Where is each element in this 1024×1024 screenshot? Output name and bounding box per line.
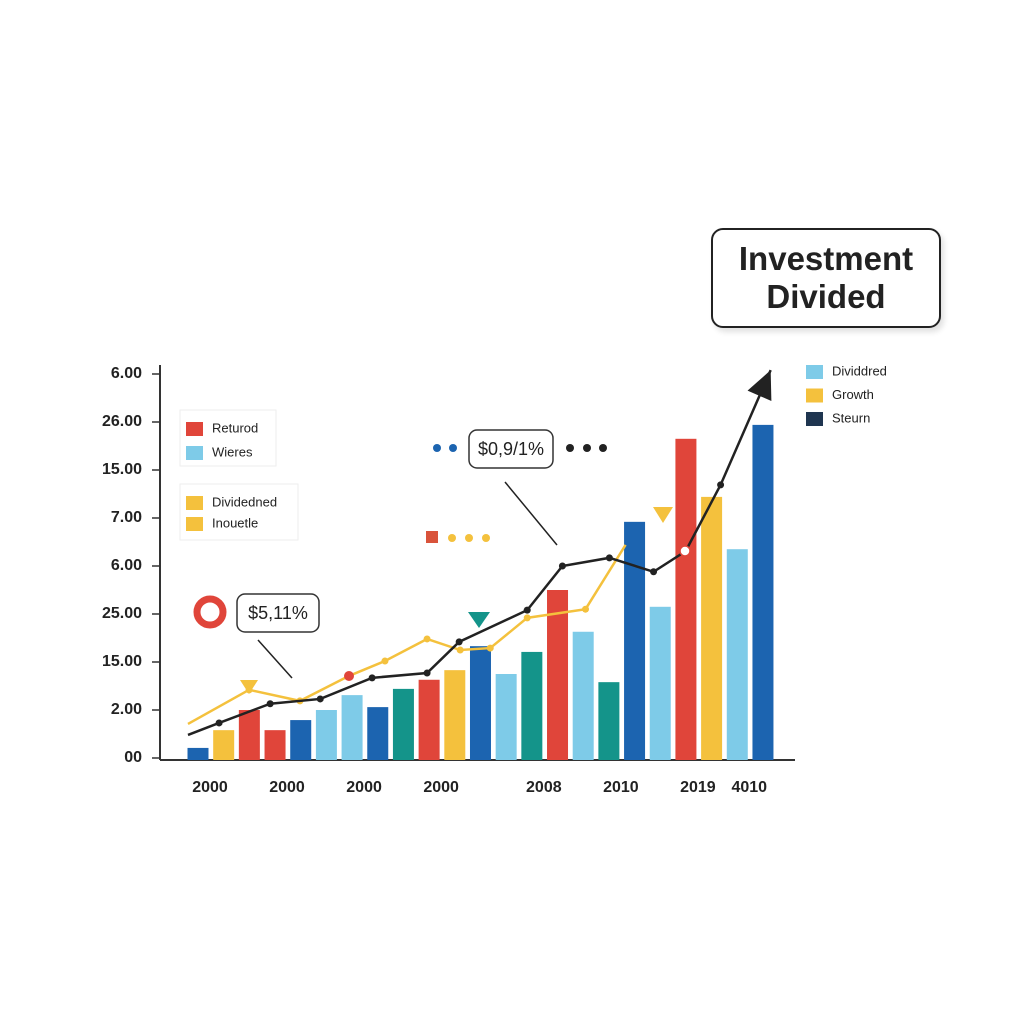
line-point bbox=[381, 657, 389, 665]
line-point bbox=[582, 605, 590, 613]
line-point bbox=[368, 674, 376, 682]
bar bbox=[264, 730, 286, 760]
y-tick-label: 15.00 bbox=[102, 653, 142, 670]
dot bbox=[566, 444, 574, 452]
legend-label: Inouetle bbox=[212, 515, 258, 530]
bar bbox=[392, 688, 414, 760]
x-tick-label: 2000 bbox=[269, 779, 305, 796]
x-tick-label: 2010 bbox=[603, 779, 639, 796]
triangle-marker bbox=[653, 507, 673, 523]
x-tick-label: 2000 bbox=[423, 779, 459, 796]
legend-swatch bbox=[186, 517, 203, 531]
triangle-marker bbox=[468, 612, 490, 628]
dot bbox=[449, 444, 457, 452]
legend-label: Returod bbox=[212, 420, 258, 435]
y-tick-label: 25.00 bbox=[102, 605, 142, 622]
title-bubble: Investment Divided bbox=[711, 228, 941, 328]
bar bbox=[187, 747, 209, 760]
legend-swatch bbox=[186, 496, 203, 510]
legend-label: Dividedned bbox=[212, 494, 277, 509]
y-tick-label: 7.00 bbox=[111, 509, 142, 526]
line-point bbox=[486, 644, 494, 652]
line-point bbox=[558, 562, 566, 570]
y-tick-label: 6.00 bbox=[111, 365, 142, 382]
callout-box bbox=[468, 429, 554, 469]
bar bbox=[238, 710, 260, 760]
bar bbox=[547, 590, 569, 760]
line-point bbox=[523, 614, 531, 622]
legend-label: Growth bbox=[832, 387, 874, 402]
bar bbox=[290, 720, 312, 760]
legend-swatch bbox=[186, 446, 203, 460]
ring-icon bbox=[193, 595, 227, 629]
bar bbox=[701, 496, 723, 760]
callout-box bbox=[236, 593, 320, 633]
x-tick-label: 4010 bbox=[731, 779, 767, 796]
dot bbox=[599, 444, 607, 452]
callout-text: $5,11% bbox=[248, 603, 308, 623]
x-tick-label: 2000 bbox=[346, 779, 382, 796]
bar bbox=[598, 682, 620, 760]
dot bbox=[465, 534, 473, 542]
bar bbox=[521, 651, 543, 760]
line-point bbox=[456, 646, 464, 654]
triangle-marker bbox=[240, 680, 258, 694]
x-tick-label: 2019 bbox=[680, 779, 716, 796]
bar bbox=[315, 710, 337, 760]
legend-label: Steurn bbox=[832, 410, 870, 425]
bar bbox=[752, 424, 774, 760]
bar bbox=[572, 631, 594, 760]
arrowhead bbox=[747, 370, 772, 402]
y-tick-label: 2.00 bbox=[111, 701, 142, 718]
legend-swatch bbox=[186, 422, 203, 436]
y-tick-label: 15.00 bbox=[102, 461, 142, 478]
x-tick-label: 2008 bbox=[526, 779, 562, 796]
callout-line bbox=[257, 639, 293, 679]
y-tick-label: 26.00 bbox=[102, 413, 142, 430]
legend-box bbox=[179, 483, 299, 541]
line-point bbox=[316, 695, 324, 703]
line-point bbox=[266, 700, 274, 708]
marker-dot bbox=[344, 671, 354, 681]
bar bbox=[495, 674, 517, 760]
legend-swatch bbox=[806, 388, 823, 403]
bar bbox=[675, 438, 697, 760]
bar bbox=[418, 679, 440, 760]
dot bbox=[448, 534, 456, 542]
legend-swatch bbox=[806, 412, 823, 426]
bar bbox=[341, 695, 363, 760]
dot bbox=[433, 444, 441, 452]
line-point bbox=[215, 719, 223, 727]
callout-text: $0,9/1% bbox=[478, 439, 544, 459]
line bbox=[187, 369, 772, 737]
bar bbox=[624, 521, 646, 760]
line-point bbox=[605, 554, 613, 562]
y-tick-label: 6.00 bbox=[111, 557, 142, 574]
line-point bbox=[423, 635, 431, 643]
line-point bbox=[423, 669, 431, 677]
dot bbox=[482, 534, 490, 542]
chart-title: Investment Divided bbox=[738, 240, 914, 315]
y-tick-label: 00 bbox=[124, 749, 142, 766]
legend-label: Wieres bbox=[212, 444, 253, 459]
bar bbox=[649, 606, 671, 760]
line-point bbox=[717, 481, 725, 489]
legend-label: Dividdred bbox=[832, 363, 887, 378]
bar bbox=[213, 730, 235, 760]
bar bbox=[469, 646, 491, 760]
square-icon bbox=[426, 531, 438, 543]
legend-swatch bbox=[806, 365, 823, 379]
line-point bbox=[523, 606, 531, 614]
callout-line bbox=[504, 481, 558, 546]
marker-dot bbox=[679, 545, 691, 557]
line-point bbox=[650, 568, 658, 576]
bar bbox=[444, 670, 466, 760]
bar bbox=[726, 549, 748, 760]
dot bbox=[583, 444, 591, 452]
bar bbox=[367, 707, 389, 760]
line-point bbox=[455, 638, 463, 646]
x-tick-label: 2000 bbox=[192, 779, 228, 796]
